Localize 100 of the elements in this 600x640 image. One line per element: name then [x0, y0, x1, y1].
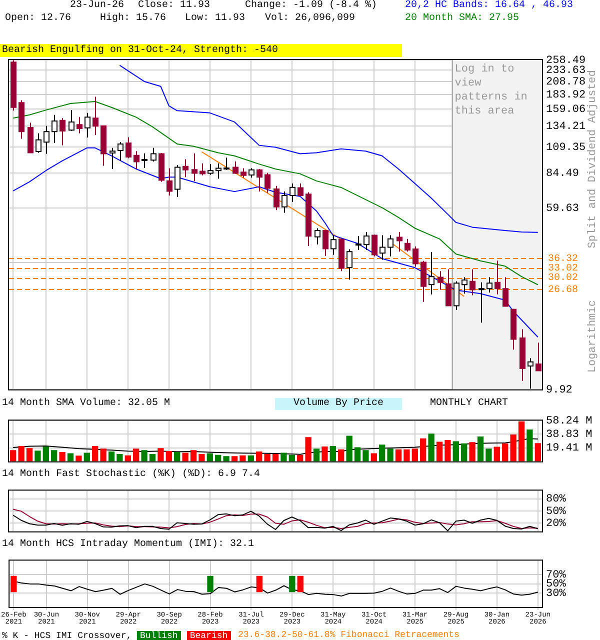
text: Bearish Engulfing on 31-Oct-24, Strength: -540	[0, 44, 402, 57]
bar	[59, 452, 66, 462]
y-tick-label: 159.06	[546, 104, 586, 116]
bar	[313, 448, 320, 462]
bar	[354, 447, 361, 462]
ref-line-label: 36.32	[548, 254, 578, 265]
bar	[338, 449, 344, 462]
bar	[322, 446, 328, 462]
bar	[280, 452, 287, 462]
y-tick-label: 258.49	[546, 54, 586, 67]
bar	[158, 448, 164, 462]
text: MONTHLY CHART	[430, 398, 508, 410]
bar	[444, 440, 451, 462]
text: Bearish	[186, 631, 231, 640]
bar	[42, 446, 49, 462]
bar	[387, 448, 394, 462]
text: Close: 11.93	[138, 0, 210, 12]
text: Volume By Price	[275, 398, 402, 410]
bar	[404, 449, 410, 462]
bar	[34, 450, 41, 462]
y-tick-label: 134.21	[546, 121, 586, 134]
bar	[166, 450, 172, 462]
y-tick-label: 84.49	[546, 168, 580, 180]
bar	[272, 454, 279, 462]
y-tick-label: 9.92	[546, 384, 572, 396]
bar	[100, 448, 106, 462]
y-tick-label: 80%	[546, 494, 566, 506]
bar	[67, 453, 74, 462]
bar	[502, 443, 508, 462]
chart-title: 14 Month HCS Intraday Momentum (IMI): 32.1	[2, 539, 254, 551]
bar	[486, 448, 492, 462]
y-tick-label: 58.24 M	[546, 416, 592, 428]
bar	[264, 454, 270, 462]
bar	[469, 442, 476, 462]
bar	[51, 450, 58, 462]
text: Change: -1.09 (-8.4 %)	[245, 0, 378, 12]
bar	[198, 454, 205, 462]
bar	[518, 421, 525, 462]
text: 23.6-38.2-50-61.8% Fibonacci Retracements	[238, 630, 460, 640]
bar	[108, 451, 115, 462]
y-tick-label: 19.41 M	[546, 442, 592, 455]
ref-line-label: 30.02	[548, 273, 578, 284]
chart-title: 14 Month Fast Stochastic (%K) (%D): 6.9 7.4	[2, 469, 260, 481]
bar	[305, 437, 312, 462]
bar	[215, 454, 222, 462]
band-label: Log in to view patterns in this area	[454, 63, 528, 118]
text: 20,2 HC Bands: 16.64 , 46.93	[405, 0, 574, 12]
bar	[436, 442, 443, 462]
y-tick-label: 38.83 M	[546, 429, 592, 442]
bar	[76, 456, 82, 462]
bar	[174, 452, 180, 462]
text: High: 15.76	[100, 13, 166, 25]
bar	[182, 452, 188, 462]
bar	[223, 456, 230, 462]
bar	[84, 452, 90, 462]
bar	[370, 453, 377, 462]
bar	[190, 450, 197, 462]
bar	[412, 448, 418, 462]
bar	[452, 441, 459, 462]
text: Bullish	[137, 631, 181, 640]
text: 20 Month SMA: 27.95	[405, 13, 520, 25]
bar	[231, 456, 238, 462]
text: Vol: 26,096,099	[265, 13, 356, 25]
bar	[346, 436, 352, 462]
text: Open: 12.76	[5, 13, 72, 25]
bar	[534, 443, 541, 462]
bar	[141, 450, 148, 462]
y-tick-label: 30%	[546, 588, 566, 600]
y-tick-label: 59.63	[546, 203, 580, 216]
bar	[18, 446, 24, 462]
bar	[379, 444, 386, 462]
y-axis-title: Split and Dividend Adjusted	[587, 70, 599, 248]
y-tick-label: 233.63	[546, 65, 586, 78]
bar	[461, 443, 468, 462]
y-tick-label: 208.78	[546, 76, 586, 88]
ref-line-label: 26.68	[548, 285, 578, 296]
bar	[494, 446, 500, 462]
bar	[297, 454, 304, 462]
bar	[288, 454, 295, 462]
bar	[330, 446, 336, 462]
bar	[510, 434, 516, 462]
text: Logarithmic	[587, 300, 599, 373]
bar	[420, 438, 426, 462]
chart-title: 14 Month SMA Volume: 32.05 M	[2, 398, 170, 410]
y-tick-label: 20%	[546, 518, 566, 530]
bar	[428, 434, 434, 462]
bar	[116, 454, 123, 462]
bar	[149, 454, 156, 462]
text: Low: 11.93	[185, 13, 246, 25]
legend-title: % K - HCS IMI Crossover,	[2, 631, 133, 640]
chart-title: 23-Jun-26	[70, 0, 124, 12]
y-tick-label: 183.92	[546, 89, 586, 102]
bar	[526, 430, 533, 462]
bar	[92, 446, 98, 462]
bar	[362, 450, 369, 462]
bar	[240, 455, 246, 462]
bar	[256, 451, 262, 462]
bar	[477, 436, 484, 462]
y-tick-label: 50%	[546, 506, 566, 518]
bar	[206, 453, 213, 462]
